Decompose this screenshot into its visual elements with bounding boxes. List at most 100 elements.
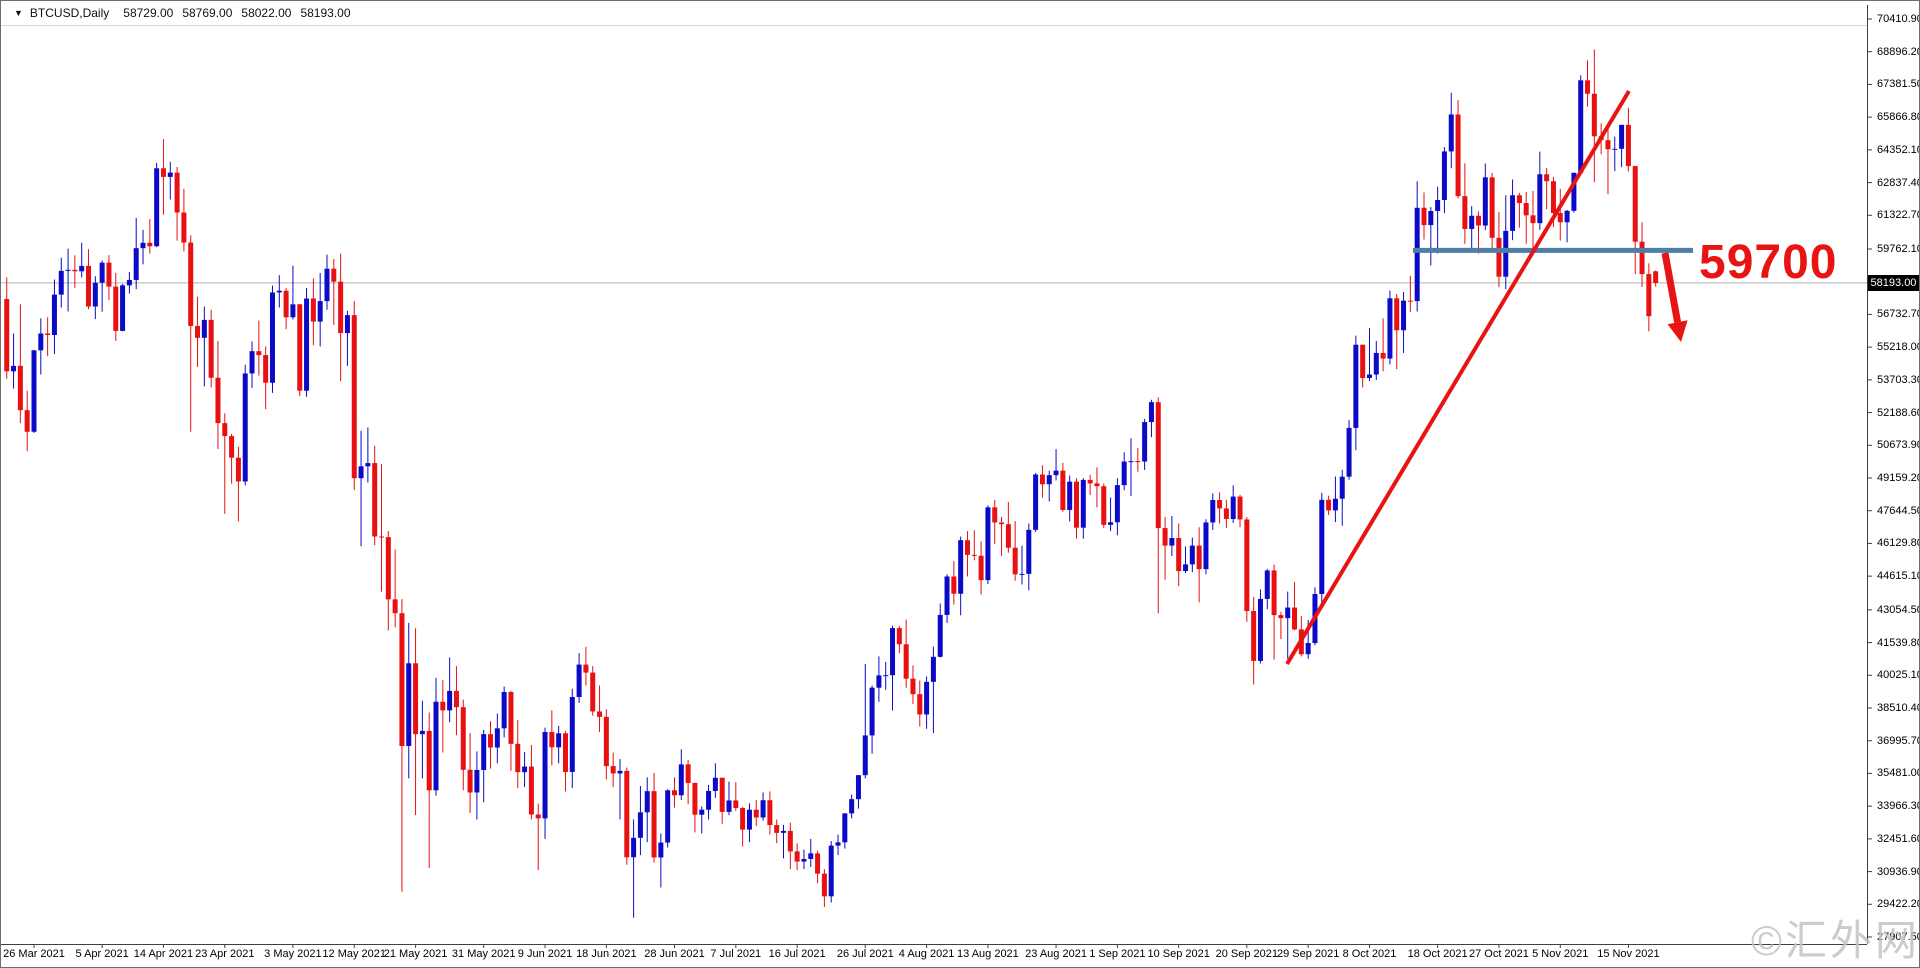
candle — [597, 685, 603, 732]
candle-body — [1135, 461, 1141, 463]
candle — [1121, 452, 1127, 491]
candle — [1155, 397, 1161, 614]
candle-body — [276, 290, 282, 293]
candle-body — [590, 672, 596, 712]
candle-body — [1653, 271, 1659, 283]
candle-body — [1530, 215, 1536, 224]
ohlc-close-value: 58193.00 — [300, 6, 351, 20]
candle — [1101, 483, 1107, 528]
candle-body — [1448, 114, 1454, 152]
candle — [760, 792, 766, 821]
candle — [201, 306, 207, 387]
price-axis-label: 56732.70 — [1877, 308, 1920, 321]
candle-body — [862, 735, 868, 776]
candle — [1176, 523, 1182, 587]
candle — [79, 242, 85, 278]
candle — [1251, 596, 1257, 685]
candle — [365, 427, 371, 483]
candle-body — [971, 554, 977, 556]
candle-body — [508, 692, 514, 744]
candle — [51, 279, 57, 355]
candle — [651, 773, 657, 863]
candle — [208, 309, 214, 388]
candle — [106, 255, 112, 301]
candle-body — [937, 614, 943, 657]
candle-body — [1510, 195, 1516, 231]
candle-body — [1319, 499, 1325, 594]
candle — [1421, 192, 1427, 240]
candle — [815, 850, 821, 884]
candle-body — [399, 613, 405, 747]
candle-body — [92, 282, 98, 307]
candle — [1564, 209, 1570, 243]
price-axis-label: 32451.60 — [1877, 832, 1920, 845]
candle — [1462, 163, 1468, 244]
candle — [999, 516, 1005, 556]
candle — [801, 849, 807, 870]
candle-body — [1632, 166, 1638, 242]
candle-body — [1108, 522, 1114, 525]
candle — [767, 791, 773, 835]
candle — [549, 710, 555, 766]
candle-body — [1019, 573, 1025, 575]
candle-body — [1353, 344, 1359, 428]
candle — [1285, 591, 1291, 659]
candle-body — [1646, 274, 1652, 317]
candle — [631, 819, 637, 918]
candle — [1619, 124, 1625, 168]
candle-body — [1476, 215, 1482, 226]
candle-body — [1005, 524, 1011, 548]
candle — [1292, 581, 1298, 631]
candle — [1373, 341, 1379, 380]
candle-body — [201, 319, 207, 338]
candle — [1019, 545, 1025, 585]
candle-body — [1033, 474, 1039, 530]
price-axis-label: 52188.60 — [1877, 406, 1920, 419]
candle — [1080, 478, 1086, 539]
candle-body — [481, 734, 487, 770]
price-axis-label: 65866.80 — [1877, 111, 1920, 124]
candle-body — [460, 707, 466, 770]
candle-body — [903, 644, 909, 679]
candle — [99, 260, 105, 312]
candle-body — [167, 172, 173, 177]
candle-body — [1414, 207, 1420, 302]
candle — [235, 446, 241, 522]
candle-body — [242, 373, 248, 482]
candle-body — [671, 790, 677, 796]
symbol-timeframe-label: BTCUSD,Daily — [29, 6, 110, 20]
candle-body — [1421, 207, 1427, 226]
candle-body — [542, 731, 548, 819]
candle — [1135, 447, 1141, 472]
candle — [447, 657, 453, 723]
candle — [753, 800, 759, 826]
time-axis-label: 29 Sep 2021 — [1276, 948, 1340, 960]
candle — [310, 278, 316, 346]
candle-body — [406, 663, 412, 747]
candle — [249, 341, 255, 388]
candle — [658, 833, 664, 888]
candle — [787, 822, 793, 870]
price-axis-label: 40025.10 — [1877, 669, 1920, 682]
candle — [1053, 449, 1059, 481]
candle-body — [706, 790, 712, 810]
candle-body — [269, 292, 275, 383]
candle-body — [1537, 174, 1543, 224]
candle — [1332, 476, 1338, 523]
candle — [120, 283, 126, 332]
candle-body — [1373, 352, 1379, 375]
candle-body — [1026, 529, 1032, 574]
candle — [31, 349, 37, 433]
candle — [1387, 290, 1393, 365]
time-axis-label: 12 May 2021 — [322, 948, 387, 960]
price-axis-label: 68896.20 — [1877, 45, 1920, 58]
candle — [1360, 344, 1366, 388]
candle — [269, 285, 275, 393]
symbol-dropdown-icon[interactable]: ▼ — [14, 8, 23, 18]
candle-body — [317, 301, 323, 322]
candle-body — [426, 730, 432, 791]
candle-body — [215, 377, 221, 424]
candle-body — [1482, 177, 1488, 226]
candle — [1435, 186, 1441, 254]
